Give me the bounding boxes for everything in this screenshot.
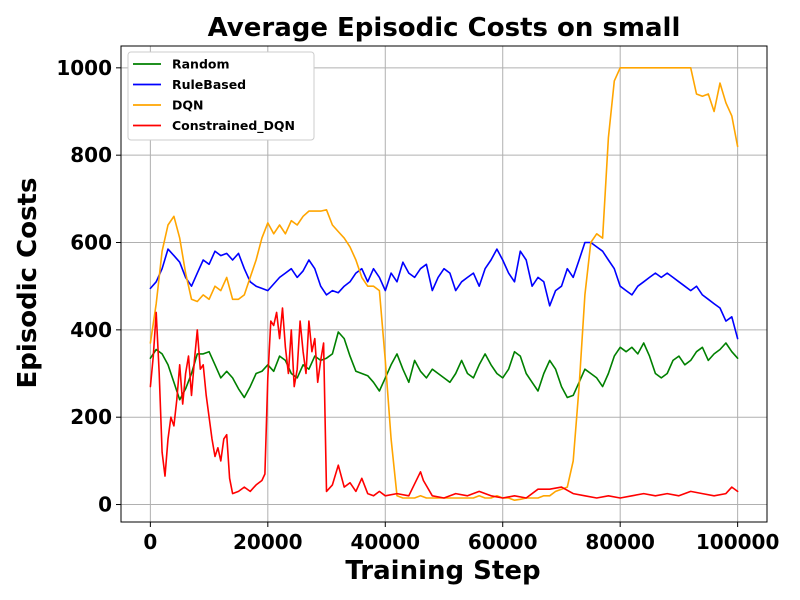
x-tick-label: 20000	[233, 530, 303, 554]
y-tick-label: 0	[98, 493, 112, 517]
x-tick-label: 40000	[350, 530, 420, 554]
legend: Random RuleBased DQN Constrained_DQN	[127, 51, 315, 141]
x-tick-label: 80000	[585, 530, 655, 554]
y-tick-label: 600	[70, 231, 112, 255]
y-tick-label: 1000	[56, 56, 112, 80]
axis-ticks: 0 20000 40000 60000 80000 100000 0 200 400 600 800…	[56, 56, 779, 554]
legend-label: DQN	[172, 98, 203, 113]
chart-title: Average Episodic Costs on small	[208, 13, 681, 43]
series-lines	[149, 67, 739, 502]
x-tick-label: 60000	[468, 530, 538, 554]
legend-label: RuleBased	[172, 77, 246, 92]
y-tick-label: 200	[70, 405, 112, 429]
legend-label: Constrained_DQN	[172, 118, 295, 134]
y-tick-label: 800	[70, 143, 112, 167]
y-axis-label: Episodic Costs	[13, 178, 43, 389]
x-axis-label: Training Step	[345, 556, 540, 586]
series-line-rulebased	[149, 241, 739, 340]
series-line-constrained-dqn	[149, 307, 739, 499]
legend-box	[127, 51, 315, 141]
x-tick-label: 100000	[696, 530, 780, 554]
plot-frame	[120, 45, 768, 523]
legend-label: Random	[172, 57, 230, 72]
x-tick-label: 0	[143, 530, 157, 554]
series-line-random	[149, 331, 739, 401]
y-tick-label: 400	[70, 318, 112, 342]
